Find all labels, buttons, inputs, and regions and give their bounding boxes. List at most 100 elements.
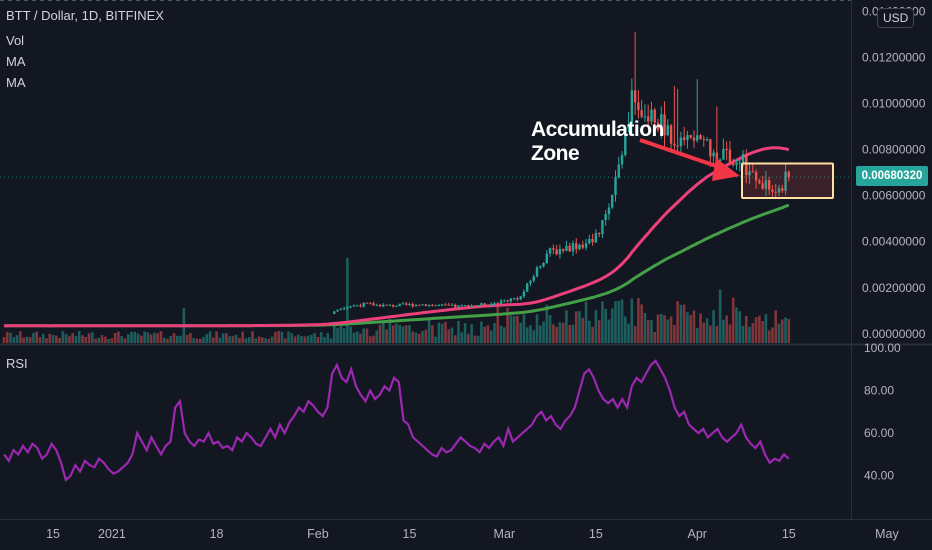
rsi-tick-label: 60.00 [864,426,894,440]
candle-body [738,162,741,164]
volume-bar [401,326,405,343]
volume-bar [342,328,346,343]
volume-bar [349,326,352,343]
volume-bar [522,314,526,343]
volume-bar [385,329,388,343]
volume-bar [254,338,258,343]
zone-rect [741,162,834,199]
candle-body [663,114,666,136]
candle-body [660,114,663,130]
rsi-legend[interactable]: RSI [6,356,28,371]
volume-bar [525,327,529,343]
volume-bar [110,338,114,343]
volume-bar [293,336,297,343]
candle-body [767,180,771,190]
volume-bar [313,333,316,343]
volume-bar [447,329,451,343]
volume-bar [133,331,137,343]
candle-body [643,116,647,118]
volume-bar [146,332,150,343]
legend-vol[interactable]: Vol [6,33,25,48]
candle-body [450,304,454,306]
volume-bar [362,328,365,343]
volume-bar [774,310,778,343]
volume-bar [758,315,761,343]
volume-bar [424,329,428,343]
candle-body [401,303,405,305]
volume-bar [32,332,35,343]
legend-ma-2[interactable]: MA [6,75,26,90]
currency-button[interactable]: USD [877,8,915,28]
volume-bar [149,334,153,343]
candle-body [516,298,519,300]
volume-bar [257,336,261,343]
volume-bar [496,303,500,343]
volume-bar [578,311,581,343]
candle-body [542,262,545,267]
candle-body [346,307,349,309]
arrow-shaft [639,138,723,170]
volume-bar [140,335,143,343]
candle-body [418,304,421,306]
volume-bar [499,325,503,343]
candle-body [581,244,584,248]
candle-body [444,304,447,306]
volume-bar [503,327,506,343]
candle-body [369,303,372,305]
price-tick-label: 0.01000000 [862,97,926,111]
volume-bar [731,297,735,343]
candle-body [480,303,483,306]
volume-bar [624,316,627,343]
time-tick-label: 18 [210,527,224,541]
candle-body [421,304,424,306]
volume-bar [633,326,637,343]
legend-ma-1[interactable]: MA [6,54,26,69]
volume-bar [189,333,192,343]
candle-body [476,305,480,307]
candle-body [633,90,637,103]
volume-bar [64,333,68,343]
volume-bar [663,315,666,343]
volume-bar [159,331,163,343]
candle-body [741,154,745,163]
volume-bar [705,318,709,343]
volume-bar [176,335,179,343]
volume-bar [287,331,290,343]
volume-bar [676,301,679,343]
candle-body [388,304,392,306]
rsi-tick-label: 40.00 [864,469,894,483]
candle-body [499,300,503,304]
volume-bar [463,323,467,343]
volume-bar [601,301,604,343]
candle-body [535,267,539,277]
volume-bar [764,314,768,343]
candle-body [686,135,689,141]
volume-bar [780,319,784,343]
candle-body [611,195,614,208]
volume-bar [297,334,300,343]
price-tick-label: 0.00000000 [862,327,926,341]
volume-bar [179,335,182,343]
volume-bar [45,338,48,343]
volume-bar [417,333,421,343]
candle-body [548,248,552,254]
candle-body [496,303,499,305]
volume-bar [493,322,496,343]
volume-bar [310,334,313,343]
symbol-title[interactable]: BTT / Dollar, 1D, BITFINEX [6,8,164,23]
volume-bar [744,315,748,343]
volume-bar [87,333,91,343]
volume-bar [702,322,706,343]
volume-bar [666,319,670,343]
volume-bar [55,335,58,343]
volume-bar [316,336,320,343]
volume-bar [538,325,542,343]
accumulation-zone-box [741,162,834,199]
candle-body [673,143,676,146]
volume-bar [653,332,657,343]
volume-bar [332,325,336,343]
candle-body [470,305,473,308]
volume-bar [319,332,323,343]
volume-bar [529,325,532,343]
candle-body [342,308,346,310]
